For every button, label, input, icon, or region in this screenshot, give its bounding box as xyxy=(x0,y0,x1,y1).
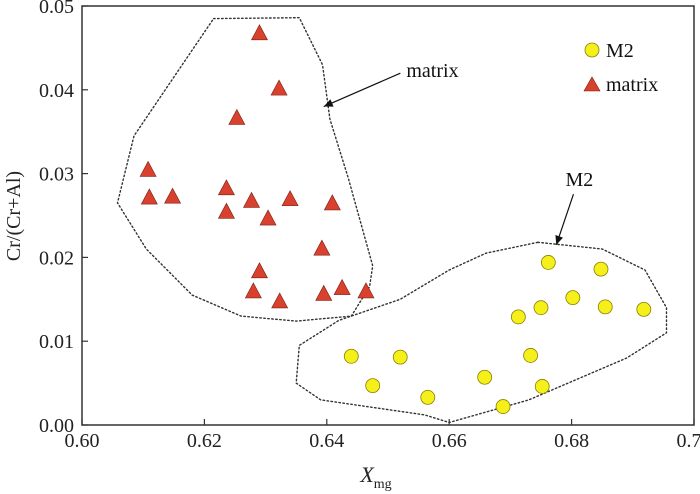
point-m2 xyxy=(495,399,511,414)
point-matrix xyxy=(313,239,331,256)
point-matrix xyxy=(244,282,262,299)
annotation-label: M2 xyxy=(565,169,593,191)
point-matrix xyxy=(315,284,333,301)
point-m2 xyxy=(593,261,609,277)
point-m2 xyxy=(420,389,436,405)
annotation-arrow xyxy=(323,72,401,108)
point-matrix xyxy=(250,262,268,279)
point-m2 xyxy=(533,300,549,316)
point-matrix xyxy=(140,188,158,205)
annotation-label: matrix xyxy=(406,60,458,82)
x-tick-label: 0.66 xyxy=(432,430,467,452)
point-matrix xyxy=(217,202,235,219)
x-axis: 0.60 0.62 0.64 0.66 0.68 0.70 xyxy=(65,419,700,452)
point-matrix xyxy=(270,79,288,96)
point-matrix xyxy=(164,187,182,204)
point-m2 xyxy=(565,290,581,306)
x-tick-label: 0.70 xyxy=(677,430,700,452)
y-tick-label: 0.02 xyxy=(39,247,74,269)
point-m2 xyxy=(597,299,613,315)
x-axis-title-main: X xyxy=(359,462,375,487)
point-matrix xyxy=(357,282,375,299)
point-m2 xyxy=(540,255,556,270)
point-matrix xyxy=(243,191,261,208)
y-tick-label: 0.00 xyxy=(39,415,74,437)
point-m2 xyxy=(510,309,526,325)
point-m2 xyxy=(534,379,550,394)
y-tick-label: 0.04 xyxy=(39,80,74,102)
y-axis: 0.00 0.01 0.02 0.03 0.04 0.05 xyxy=(39,0,88,437)
region-outlines xyxy=(116,16,668,424)
region-outline-matrix xyxy=(116,16,374,322)
x-tick-label: 0.60 xyxy=(65,430,100,452)
y-axis-title: Cr/(Cr+Al) xyxy=(3,171,25,261)
point-m2 xyxy=(477,369,493,385)
point-m2 xyxy=(365,378,381,394)
x-axis-title: Xmg xyxy=(359,462,391,492)
point-m2 xyxy=(636,301,652,317)
legend-label-matrix: matrix xyxy=(606,74,658,96)
point-matrix xyxy=(271,292,289,309)
point-matrix xyxy=(323,194,341,211)
x-tick-label: 0.68 xyxy=(554,430,589,452)
plot-frame xyxy=(81,5,695,426)
legend: M2 matrix xyxy=(583,40,658,96)
point-matrix xyxy=(139,160,157,177)
legend-marker-matrix xyxy=(583,76,601,92)
point-m2 xyxy=(523,348,538,363)
point-matrix xyxy=(228,108,246,125)
annotation-arrowhead xyxy=(323,99,334,107)
legend-marker-m2 xyxy=(584,42,600,58)
point-m2 xyxy=(392,349,408,365)
point-matrix xyxy=(281,190,299,207)
point-matrix xyxy=(250,24,268,41)
y-tick-label: 0.05 xyxy=(39,0,74,18)
annotations: matrix M2 xyxy=(323,60,593,246)
y-tick-label: 0.03 xyxy=(39,164,74,186)
point-matrix xyxy=(259,209,277,226)
x-axis-title-sub: mg xyxy=(374,477,392,492)
y-tick-label: 0.01 xyxy=(39,331,74,353)
annotation-arrowhead xyxy=(555,235,563,245)
point-m2 xyxy=(343,348,359,364)
legend-label-m2: M2 xyxy=(606,40,634,62)
point-matrix xyxy=(217,179,235,196)
point-matrix xyxy=(333,278,351,295)
region-outline-m2 xyxy=(295,241,668,424)
data-points xyxy=(139,24,652,414)
x-tick-label: 0.64 xyxy=(309,430,344,452)
x-tick-label: 0.62 xyxy=(187,430,222,452)
